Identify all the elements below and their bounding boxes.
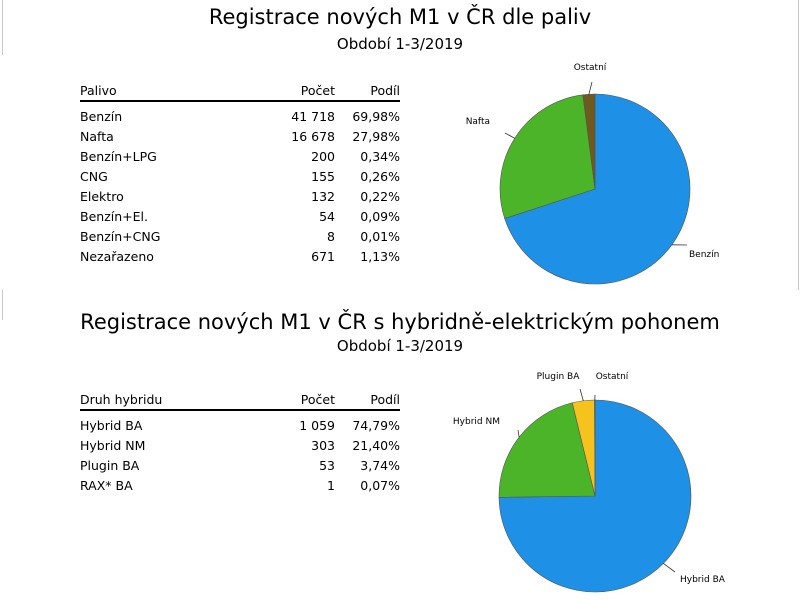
table-cell: 671 — [311, 248, 335, 264]
table-row: Hybrid BA 1 059 74,79% — [80, 410, 400, 435]
table-cell: Benzín+El. — [80, 208, 148, 224]
right-edge-line — [798, 0, 799, 290]
table-cell: 1 — [327, 477, 335, 493]
table-row: Hybrid NM 303 21,40% — [80, 435, 400, 455]
table-row: Benzín+CNG 8 0,01% — [80, 226, 400, 246]
header-cell: Druh hybridu — [80, 389, 270, 411]
table-cell: Benzín+CNG — [80, 228, 161, 244]
fuel-pie-chart: Benzín Nafta Ostatní — [466, 63, 719, 285]
left-edge-line — [2, 290, 3, 320]
table-row: Plugin BA 53 3,74% — [80, 455, 400, 475]
pie-label-nafta: Nafta — [466, 117, 490, 127]
header-cell: Podíl — [335, 80, 400, 102]
header-cell: Počet — [270, 80, 335, 102]
table-cell: 0,07% — [360, 477, 400, 493]
chart-title: Registrace nových M1 v ČR dle paliv — [208, 5, 592, 29]
table-row: Benzín+LPG 200 0,34% — [80, 146, 400, 166]
table-cell: 21,40% — [352, 437, 400, 453]
table-cell: 0,22% — [360, 188, 400, 204]
table-row: Nezařazeno 671 1,13% — [80, 246, 400, 266]
pie-label-ostatni: Ostatní — [574, 63, 607, 73]
table-cell: 69,98% — [352, 108, 400, 124]
fuel-table: Palivo Počet Podíl Benzín 41 718 69,98% Na… — [80, 80, 400, 266]
pie-slice-hybrid-nm — [498, 402, 596, 498]
header-cell: Palivo — [80, 80, 270, 102]
table-cell: Nezařazeno — [80, 248, 154, 264]
table-cell: 0,26% — [360, 168, 400, 184]
pie-label-hybrid-nm: Hybrid NM — [453, 417, 500, 427]
table-cell: 0,09% — [360, 208, 400, 224]
table-row: Benzín 41 718 69,98% — [80, 101, 400, 126]
table-cell: 303 — [311, 437, 335, 453]
chart-subtitle: Období 1-3/2019 — [336, 337, 464, 355]
hybrid-section: Registrace nových M1 v ČR s hybridně-ele… — [0, 300, 800, 600]
table-cell: 200 — [311, 148, 335, 164]
table-cell: 41 718 — [291, 108, 335, 124]
table-cell: 3,74% — [360, 457, 400, 473]
table-row: Benzín+El. 54 0,09% — [80, 206, 400, 226]
table-cell: RAX* BA — [80, 477, 133, 493]
pie-leader-line — [663, 563, 676, 573]
table-cell: 53 — [319, 457, 335, 473]
pie-leader-line — [579, 388, 584, 401]
table-cell: 155 — [311, 168, 335, 184]
table-cell: 74,79% — [352, 417, 400, 433]
table-row: RAX* BA 1 0,07% — [80, 475, 400, 495]
table-header-row: Druh hybridu Počet Podíl — [80, 389, 400, 411]
table-row: Nafta 16 678 27,98% — [80, 126, 400, 146]
table-row: CNG 155 0,26% — [80, 166, 400, 186]
chart-subtitle: Období 1-3/2019 — [336, 35, 464, 53]
header-cell: Podíl — [335, 389, 400, 411]
pie-label-benzin: Benzín — [689, 250, 719, 260]
table-cell: 0,34% — [360, 148, 400, 164]
table-cell: Benzín+LPG — [80, 148, 157, 164]
left-edge-line — [2, 0, 3, 55]
table-cell: 8 — [327, 228, 335, 244]
table-cell: Elektro — [80, 188, 124, 204]
table-cell: 1,13% — [360, 248, 400, 264]
table-row: Elektro 132 0,22% — [80, 186, 400, 206]
table-header-row: Palivo Počet Podíl — [80, 80, 400, 102]
pie-leader-line — [588, 81, 593, 95]
pie-slice-nafta — [499, 94, 596, 219]
pie-leader-line — [517, 429, 520, 438]
table-cell: CNG — [80, 168, 108, 184]
pie-label-ostatni: Ostatní — [596, 372, 629, 382]
table-cell: 132 — [311, 188, 335, 204]
chart-title: Registrace nových M1 v ČR s hybridně-ele… — [80, 310, 720, 334]
fuel-section: Registrace nových M1 v ČR dle paliv Obdo… — [0, 0, 800, 295]
table-cell: 16 678 — [291, 128, 335, 144]
table-cell: Hybrid NM — [80, 437, 146, 453]
pie-leader-line — [504, 132, 515, 139]
table-cell: Hybrid BA — [80, 417, 143, 433]
table-cell: 27,98% — [352, 128, 400, 144]
hybrid-pie-chart: Hybrid BA Hybrid NM Plugin BA Ostatní — [453, 372, 726, 593]
pie-label-hybrid-ba: Hybrid BA — [680, 575, 726, 585]
table-cell: Nafta — [80, 128, 114, 144]
hybrid-table: Druh hybridu Počet Podíl Hybrid BA 1 059 7… — [80, 389, 400, 495]
table-cell: 0,01% — [360, 228, 400, 244]
table-cell: 54 — [319, 208, 335, 224]
header-cell: Počet — [270, 389, 335, 411]
table-cell: Benzín — [80, 108, 123, 124]
pie-label-plugin-ba: Plugin BA — [537, 372, 581, 382]
table-cell: 1 059 — [299, 417, 335, 433]
table-cell: Plugin BA — [80, 457, 140, 473]
